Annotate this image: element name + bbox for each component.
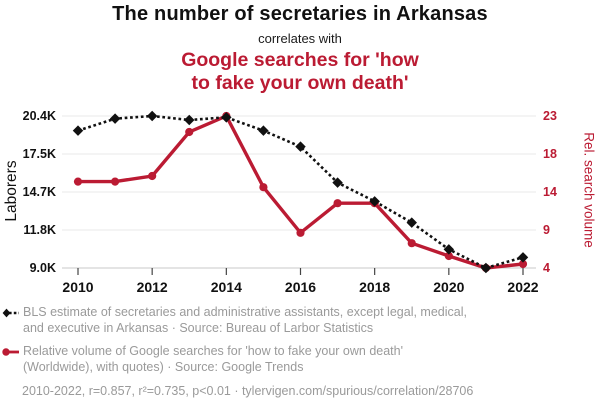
data-point-circle bbox=[148, 171, 157, 181]
x-tick-label: 2022 bbox=[507, 279, 539, 295]
legend-line: BLS estimate of secretaries and administ… bbox=[23, 305, 467, 319]
data-point-diamond bbox=[406, 217, 417, 228]
y-tick-label-right: 18 bbox=[543, 147, 557, 161]
data-point-diamond bbox=[480, 262, 492, 274]
x-tick-label: 2012 bbox=[136, 279, 168, 295]
correlates-with-subtitle: correlates with bbox=[258, 31, 342, 46]
legend-line: Relative volume of Google searches for '… bbox=[23, 344, 403, 358]
data-point-circle bbox=[296, 228, 305, 237]
x-tick-label: 2010 bbox=[62, 279, 94, 295]
data-point-diamond bbox=[295, 141, 306, 152]
data-point-circle bbox=[518, 259, 528, 269]
legend-item-secretaries: BLS estimate of secretaries and administ… bbox=[2, 304, 577, 336]
data-point-diamond bbox=[258, 125, 269, 136]
data-point-diamond bbox=[109, 113, 121, 124]
legend-item-text: Relative volume of Google searches for '… bbox=[23, 343, 403, 375]
x-tick-label: 2014 bbox=[210, 279, 242, 295]
secondary-title-line-1: Google searches for 'how bbox=[181, 49, 419, 71]
legend-item-searches: Relative volume of Google searches for '… bbox=[2, 343, 577, 375]
data-point-diamond bbox=[146, 110, 158, 122]
y-tick-label-left: 14.7K bbox=[22, 185, 56, 199]
x-tick-label: 2018 bbox=[359, 279, 391, 295]
y-tick-label-left: 17.5K bbox=[22, 147, 56, 161]
legend-line: (Worldwide), with quotes) · Source: Goog… bbox=[23, 360, 304, 374]
x-tick-label: 2020 bbox=[433, 279, 465, 295]
legend: BLS estimate of secretaries and administ… bbox=[2, 304, 577, 382]
page-title: The number of secretaries in Arkansas bbox=[112, 3, 488, 25]
data-point-circle bbox=[185, 127, 194, 137]
y-tick-label-left: 9.0K bbox=[29, 261, 56, 275]
y-tick-label-left: 20.4K bbox=[22, 109, 56, 123]
circle-solid-line-icon bbox=[2, 347, 19, 356]
data-point-circle bbox=[73, 177, 83, 186]
legend-item-text: BLS estimate of secretaries and administ… bbox=[23, 304, 467, 336]
legend-line: and executive in Arkansas · Source: Bure… bbox=[23, 321, 374, 335]
x-tick-label: 2016 bbox=[284, 279, 317, 295]
data-point-circle bbox=[259, 183, 268, 192]
y-tick-label-left: 11.8K bbox=[23, 223, 56, 237]
y-tick-label-right: 4 bbox=[543, 261, 550, 275]
plot-svg bbox=[62, 110, 536, 275]
secondary-title: Google searches for 'how to fake your ow… bbox=[0, 49, 600, 95]
data-point-circle bbox=[110, 177, 120, 186]
y-tick-label-right: 9 bbox=[543, 223, 550, 237]
data-point-circle bbox=[444, 251, 453, 261]
data-point-diamond bbox=[517, 252, 529, 263]
data-point-circle bbox=[407, 239, 416, 248]
data-point-diamond bbox=[72, 125, 84, 136]
y-tick-label-right: 14 bbox=[543, 185, 557, 199]
data-point-circle bbox=[333, 199, 342, 208]
footer-stats: 2010-2022, r=0.857, r²=0.735, p<0.01 · t… bbox=[22, 384, 474, 398]
secondary-title-line-2: to fake your own death' bbox=[191, 72, 409, 94]
diamond-dashed-line-icon bbox=[2, 308, 19, 317]
y-tick-label-right: 23 bbox=[543, 109, 557, 123]
